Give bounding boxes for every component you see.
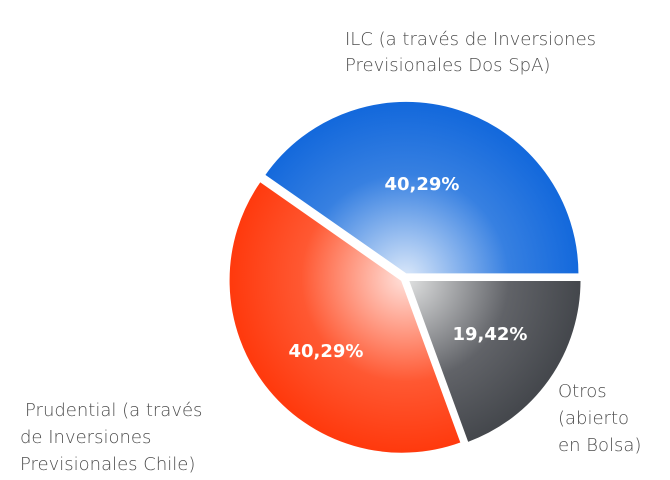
- slice-value-label: 40,29%: [385, 174, 460, 195]
- slice-category-label: Prudential (a través: [25, 400, 202, 421]
- slice-category-label: ILC (a través de Inversiones: [345, 29, 596, 50]
- pie-slice: [263, 100, 580, 275]
- slice-value-label: 40,29%: [289, 341, 364, 362]
- slice-value-label: 19,42%: [453, 324, 528, 345]
- pie-slice: [228, 180, 463, 455]
- slice-category-label: Previsionales Chile): [20, 454, 195, 475]
- slice-category-label: de Inversiones: [20, 427, 151, 448]
- slice-category-label: en Bolsa): [558, 435, 641, 456]
- pie-slice: [407, 279, 583, 444]
- slice-category-label: Previsionales Dos SpA): [345, 55, 550, 76]
- slice-category-label: (abierto: [558, 408, 629, 429]
- slice-category-label: Otros: [558, 381, 607, 402]
